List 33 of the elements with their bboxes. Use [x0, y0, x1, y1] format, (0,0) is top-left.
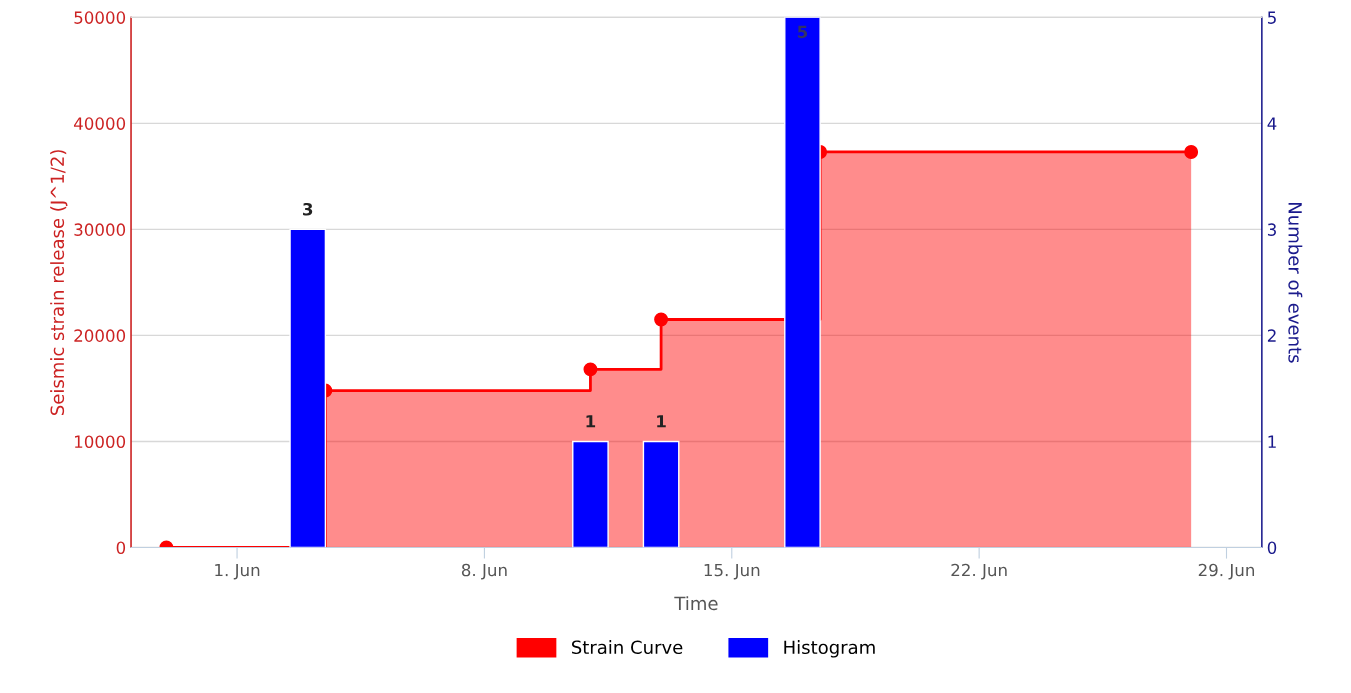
y-tick-label: 40000 — [73, 117, 126, 130]
x-axis-title: Time — [674, 596, 718, 611]
point — [1184, 145, 1199, 159]
y2-tick-label: 5 — [1267, 11, 1276, 24]
y-tick-label: 0 — [116, 541, 126, 555]
bar — [642, 440, 680, 548]
x-tick-label: 15. Jun — [704, 563, 760, 580]
y-axis-title: Seismic strain release (J^1/2) — [50, 150, 68, 416]
bar — [572, 440, 609, 548]
y-tick-label: 30000 — [74, 223, 126, 236]
data-label: 1 — [586, 415, 596, 428]
y2-tick-label: 3 — [1267, 223, 1276, 236]
data-label: 5 — [797, 25, 808, 39]
y2-tick-label: 2 — [1267, 329, 1276, 342]
y-tick-label: 10000 — [75, 435, 126, 449]
point — [654, 312, 669, 327]
bar — [289, 228, 327, 548]
data-label: 1 — [657, 415, 666, 428]
point — [583, 362, 598, 377]
x-tick-label: 29. Jun — [1198, 563, 1255, 580]
y2-tick-label: 0 — [1267, 541, 1277, 555]
y-tick-label: 20000 — [74, 329, 126, 342]
x-tick-label: 8. Jun — [461, 563, 507, 580]
x-tick-label: 1. Jun — [215, 563, 260, 580]
y2-tick-label: 1 — [1268, 435, 1276, 448]
bar — [784, 17, 821, 548]
y2-tick-label: 4 — [1267, 117, 1277, 130]
y-tick-label: 50000 — [74, 11, 126, 24]
legend-label: Histogram — [784, 640, 875, 658]
data-label: 3 — [303, 202, 313, 216]
legend-label: Strain Curve — [571, 640, 683, 655]
x-tick-label: 22. Jun — [951, 563, 1007, 580]
y2-axis-title: Number of events — [1288, 203, 1303, 363]
